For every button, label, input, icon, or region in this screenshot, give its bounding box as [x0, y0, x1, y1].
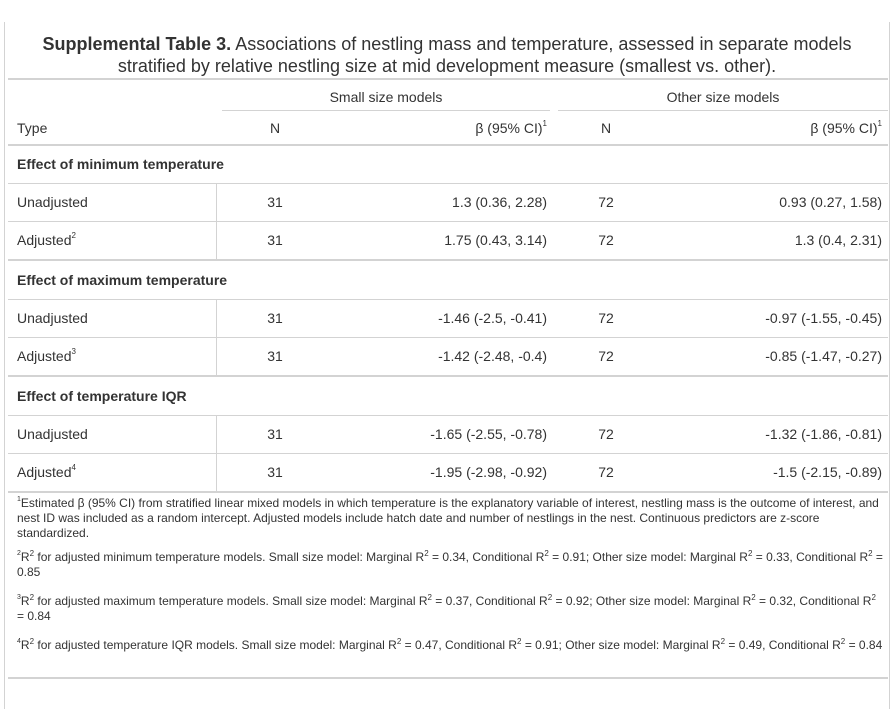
- cell-n-other: 72: [598, 232, 614, 248]
- group-end-rule: [8, 259, 888, 261]
- spanner-small-rule: [222, 110, 550, 111]
- table-title: Supplemental Table 3. Associations of ne…: [8, 33, 886, 77]
- cell-beta-other: -1.32 (-1.86, -0.81): [765, 426, 882, 442]
- spanner-other: Other size models: [666, 89, 780, 105]
- footnote-4: 4R2 for adjusted temperature IQR models.…: [17, 637, 883, 653]
- footnote-3: 3R2 for adjusted maximum temperature mod…: [17, 593, 876, 624]
- group-label: Effect of maximum temperature: [17, 272, 228, 288]
- spanner-small: Small size models: [329, 89, 443, 105]
- cell-n-other: 72: [598, 310, 614, 326]
- cell-beta-small: -1.42 (-2.48, -0.4): [438, 348, 547, 364]
- cell-n-small: 31: [267, 426, 283, 442]
- table-title-text: Associations of nestling mass and temper…: [117, 34, 852, 76]
- row-type: Unadjusted: [17, 426, 88, 442]
- cell-beta-small: 1.3 (0.36, 2.28): [452, 194, 547, 210]
- footnote-2: 2R2 for adjusted minimum temperature mod…: [17, 549, 883, 580]
- row-type: Adjusted4: [17, 463, 76, 481]
- group-rule: [8, 299, 888, 300]
- column-header-n-other: N: [600, 120, 612, 136]
- group-label: Effect of minimum temperature: [17, 156, 224, 172]
- cell-n-small: 31: [267, 310, 283, 326]
- group-rule: [8, 183, 888, 184]
- spanner-other-rule: [558, 110, 888, 111]
- row-type: Unadjusted: [17, 310, 88, 326]
- cell-beta-other: 0.93 (0.27, 1.58): [779, 194, 882, 210]
- cell-beta-small: -1.95 (-2.98, -0.92): [430, 464, 547, 480]
- column-header-beta-small: β (95% CI)1: [475, 119, 547, 137]
- group-end-rule: [8, 375, 888, 377]
- top-rule: [8, 78, 888, 80]
- table-bottom-rule: [8, 677, 888, 679]
- cell-n-other: 72: [598, 464, 614, 480]
- cell-n-other: 72: [598, 426, 614, 442]
- table-frame: [4, 22, 890, 709]
- header-rule: [8, 144, 888, 146]
- row-type: Unadjusted: [17, 194, 88, 210]
- cell-n-small: 31: [267, 348, 283, 364]
- cell-beta-small: -1.65 (-2.55, -0.78): [430, 426, 547, 442]
- group-rule: [8, 415, 888, 416]
- table-title-label: Supplemental Table 3.: [42, 34, 232, 54]
- body-bottom-rule: [8, 491, 888, 493]
- cell-n-other: 72: [598, 194, 614, 210]
- cell-beta-other: 1.3 (0.4, 2.31): [794, 232, 882, 248]
- cell-beta-other: -0.85 (-1.47, -0.27): [765, 348, 882, 364]
- cell-n-small: 31: [267, 464, 283, 480]
- column-header-n-small: N: [269, 120, 281, 136]
- group-label: Effect of temperature IQR: [17, 388, 187, 404]
- cell-beta-other: -0.97 (-1.55, -0.45): [765, 310, 882, 326]
- row-rule: [8, 221, 888, 222]
- row-type: Adjusted2: [17, 231, 76, 249]
- row-rule: [8, 337, 888, 338]
- footnote-1: 1Estimated β (95% CI) from stratified li…: [17, 496, 879, 540]
- row-type: Adjusted3: [17, 347, 76, 365]
- column-header-type: Type: [17, 120, 48, 136]
- row-rule: [8, 453, 888, 454]
- cell-beta-other: -1.5 (-2.15, -0.89): [773, 464, 882, 480]
- cell-n-small: 31: [267, 232, 283, 248]
- cell-beta-small: 1.75 (0.43, 3.14): [444, 232, 547, 248]
- column-header-beta-other: β (95% CI)1: [810, 119, 882, 137]
- cell-beta-small: -1.46 (-2.5, -0.41): [438, 310, 547, 326]
- cell-n-other: 72: [598, 348, 614, 364]
- cell-n-small: 31: [267, 194, 283, 210]
